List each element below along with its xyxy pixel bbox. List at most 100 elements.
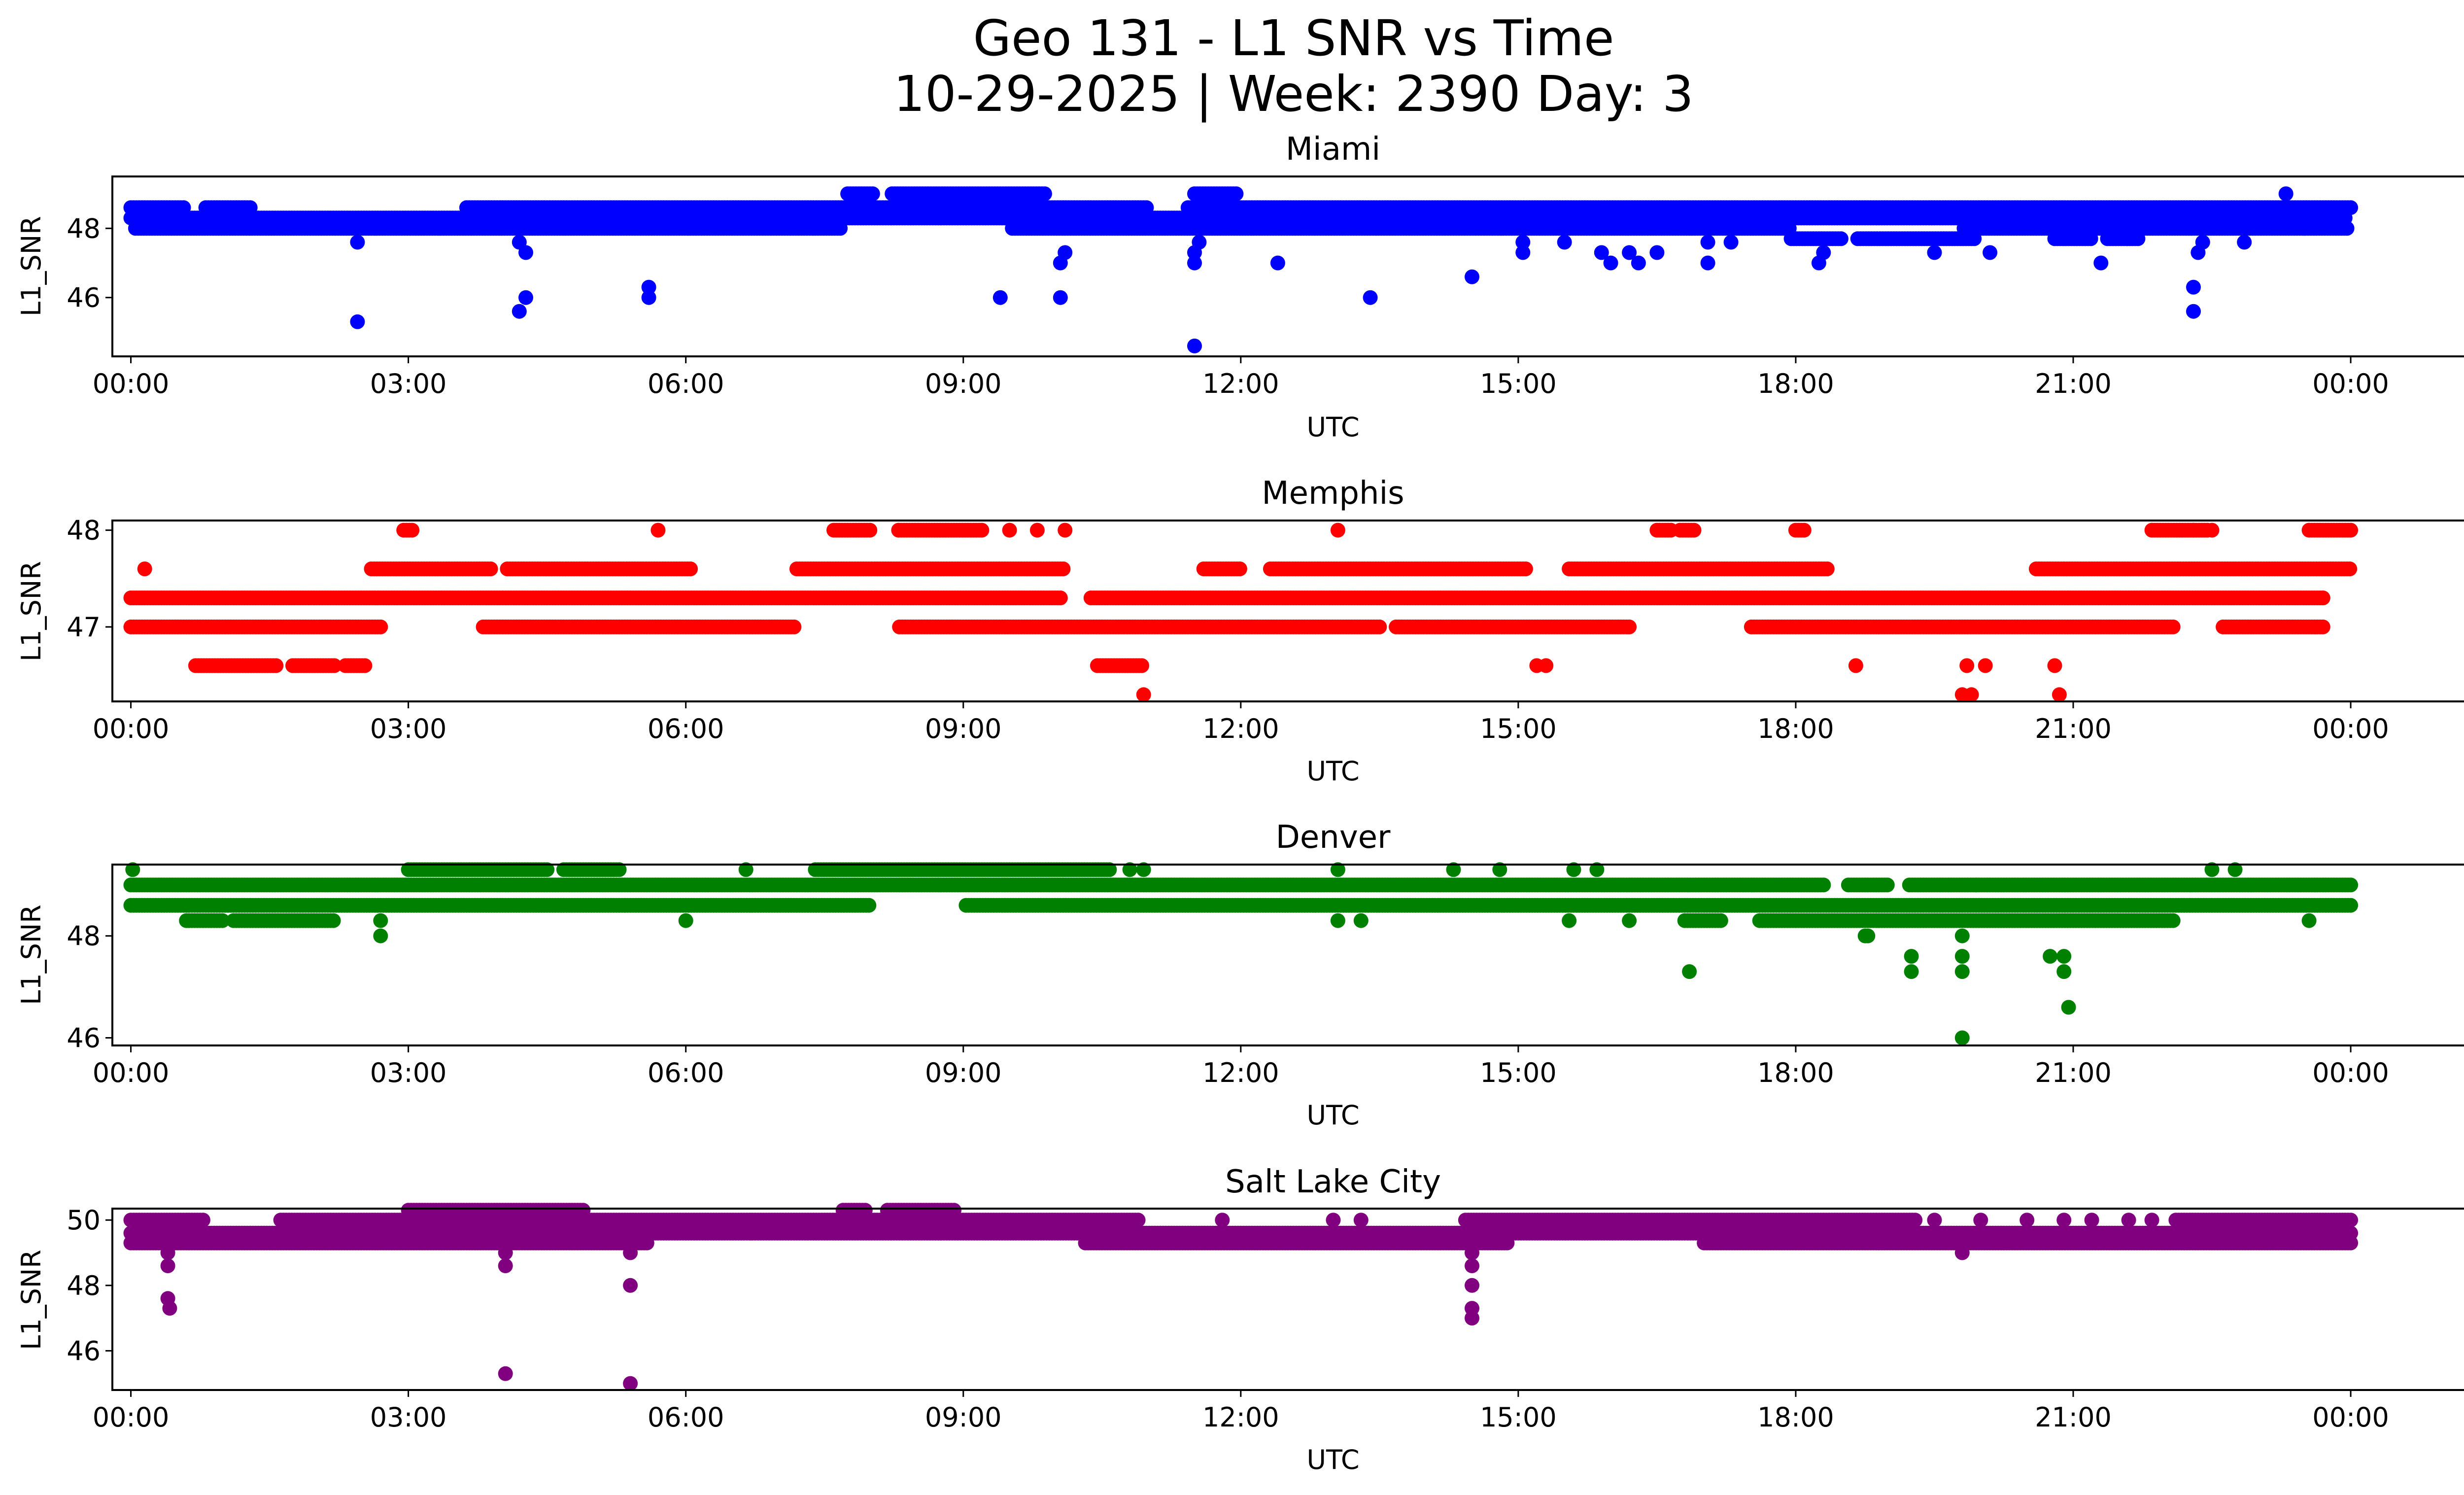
marker-band [1090, 658, 1149, 673]
marker-band [891, 522, 990, 538]
data-point [1056, 561, 1071, 577]
marker-band [1788, 522, 1812, 538]
data-point [1002, 522, 1017, 538]
marker-band [789, 561, 1071, 577]
data-point [1515, 235, 1531, 250]
panel-title: Denver [1276, 819, 1391, 856]
data-point [2315, 619, 2330, 634]
x-tick-label: 21:00 [2035, 368, 2112, 399]
marker-band [1562, 561, 1835, 577]
y-tick-label: 48 [67, 515, 101, 546]
data-point [2195, 235, 2210, 250]
data-point [176, 200, 191, 215]
data-point [2343, 522, 2359, 538]
data-point [137, 561, 152, 577]
data-point [787, 619, 802, 634]
data-point [1649, 245, 1665, 260]
marker-band [1187, 186, 1244, 202]
data-point [1058, 245, 1073, 260]
data-point [2278, 186, 2293, 202]
data-point [1037, 186, 1052, 202]
marker-band [2144, 522, 2215, 538]
marker-band [123, 591, 2330, 605]
data-point [2343, 200, 2359, 215]
marker-band [123, 877, 2359, 893]
data-point [650, 522, 666, 538]
data-point [1363, 290, 1378, 305]
data-point [1330, 522, 1345, 538]
data-point [1927, 245, 1942, 260]
x-tick-label: 00:00 [93, 713, 170, 744]
y-tick-label: 47 [67, 612, 101, 643]
marker-band [826, 522, 878, 538]
data-point [2204, 522, 2220, 538]
data-point [2237, 235, 2252, 250]
data-point [2186, 522, 2201, 538]
x-tick-label: 15:00 [1480, 713, 1557, 744]
data-point [1053, 591, 1068, 605]
x-tick-label: 03:00 [370, 368, 447, 399]
marker-band [2028, 561, 2358, 577]
data-point [1959, 658, 1975, 673]
data-point [1964, 687, 1979, 702]
marker-band [2301, 522, 2359, 538]
data-point [1700, 235, 1715, 250]
data-point [1058, 522, 1073, 538]
data-point [2186, 279, 2201, 295]
marker-band [188, 658, 373, 673]
y-tick-label: 46 [67, 282, 101, 313]
x-axis-label: UTC [1306, 1100, 1359, 1131]
data-point [1232, 561, 1247, 577]
figure-title-line1: Geo 131 - L1 SNR vs Time [973, 9, 1614, 67]
x-tick-label: 03:00 [370, 713, 447, 744]
data-point [373, 619, 388, 634]
x-tick-label: 12:00 [1202, 713, 1279, 744]
data-point [2165, 619, 2181, 634]
x-tick-label: 06:00 [648, 713, 724, 744]
data-point [1983, 245, 1998, 260]
data-point [1816, 245, 1831, 260]
data-point [1700, 255, 1715, 271]
data-point [1139, 200, 1154, 215]
data-point [2083, 231, 2098, 246]
data-point [512, 235, 527, 250]
x-tick-label: 18:00 [1757, 368, 1834, 399]
x-axis-label: UTC [1306, 412, 1359, 443]
marker-band [1673, 522, 1702, 538]
y-tick-label: 48 [67, 213, 101, 244]
y-axis-label: L1_SNR [16, 904, 47, 1005]
x-tick-label: 09:00 [925, 368, 1002, 399]
data-point [2093, 255, 2109, 271]
data-point [2130, 231, 2146, 246]
data-point [1192, 235, 1207, 250]
data-point [405, 522, 420, 538]
data-point [1967, 231, 1982, 246]
data-point [1833, 231, 1848, 246]
data-point [350, 235, 365, 250]
x-tick-label: 18:00 [1757, 713, 1834, 744]
data-point [865, 186, 880, 202]
panel-title: Miami [1286, 131, 1380, 168]
data-point [1134, 658, 1149, 673]
data-point [350, 314, 365, 329]
y-axis-label: L1_SNR [16, 216, 47, 316]
data-point [1229, 186, 1244, 202]
data-point [1603, 255, 1618, 271]
data-point [683, 561, 698, 577]
data-point [1686, 522, 1702, 538]
data-point [1136, 687, 1151, 702]
data-point [1622, 619, 1637, 634]
x-tick-label: 00:00 [93, 368, 170, 399]
data-point [512, 304, 527, 319]
data-point [1848, 658, 1863, 673]
data-point [1631, 255, 1646, 271]
marker-band [1783, 231, 1982, 246]
data-point [1029, 522, 1045, 538]
data-point [1557, 235, 1572, 250]
data-point [974, 522, 990, 538]
marker-band [364, 561, 698, 577]
data-point [1796, 522, 1812, 538]
data-point [357, 658, 373, 673]
data-point [2047, 658, 2062, 673]
